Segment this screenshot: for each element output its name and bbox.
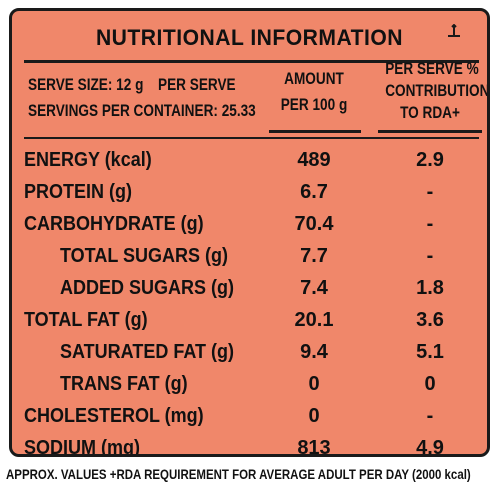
nutrition-panel: NUTRITIONAL INFORMATION SERVE SIZE: 12 g… [9, 8, 490, 457]
rda-contribution: - [426, 245, 434, 267]
amount-per-100g: 489 [297, 149, 331, 171]
nutrient-name: SATURATED FAT (g) [60, 341, 234, 363]
rda-contribution: - [426, 213, 434, 235]
nutrient-name: ADDED SUGARS (g) [60, 277, 235, 299]
amount-per-100g: 7.7 [300, 245, 328, 267]
nutrient-row: CARBOHYDRATE (g) 70.4 - [12, 209, 487, 241]
nutrient-name: ENERGY (kcal) [24, 149, 152, 171]
nutrient-name: TOTAL SUGARS (g) [60, 245, 229, 267]
nutrient-name: CARBOHYDRATE (g) [24, 213, 204, 235]
rda-header-1: PER SERVE % [385, 59, 479, 78]
nutrient-name: CHOLESTEROL (mg) [24, 405, 204, 427]
amount-per-100g: 70.4 [294, 213, 334, 235]
nutrient-row: PROTEIN (g) 6.7 - [12, 177, 487, 209]
header-divider [24, 137, 479, 139]
nutrient-row: SATURATED FAT (g) 9.4 5.1 [12, 337, 487, 369]
servings-label: SERVINGS PER CONTAINER: 25.33 [28, 101, 256, 120]
per-serve-label: PER SERVE [158, 75, 236, 94]
amount-header-1: AMOUNT [284, 69, 344, 88]
rda-header-3: TO RDA+ [400, 103, 460, 122]
rda-contribution: 2.9 [416, 149, 444, 171]
rda-contribution: 0 [424, 373, 436, 395]
approx-marker-icon [448, 24, 460, 37]
nutrient-row: TOTAL FAT (g) 20.1 3.6 [12, 305, 487, 337]
nutrient-row: ENERGY (kcal) 489 2.9 [12, 145, 487, 177]
amount-per-100g: 813 [297, 437, 331, 457]
rda-contribution: - [426, 181, 434, 203]
nutrient-name: TRANS FAT (g) [60, 373, 188, 395]
nutrient-row: TOTAL SUGARS (g) 7.7 - [12, 241, 487, 273]
footnote: APPROX. VALUES +RDA REQUIREMENT FOR AVER… [6, 466, 471, 482]
nutrient-name: TOTAL FAT (g) [24, 309, 148, 331]
amount-per-100g: 20.1 [294, 309, 334, 331]
amount-per-100g: 9.4 [300, 341, 328, 363]
rda-contribution: 5.1 [416, 341, 444, 363]
rda-header-underline [378, 130, 482, 133]
amount-per-100g: 7.4 [300, 277, 328, 299]
rda-contribution: 1.8 [416, 277, 444, 299]
nutrient-name: PROTEIN (g) [24, 181, 132, 203]
title-divider [24, 60, 479, 63]
amount-per-100g: 6.7 [300, 181, 328, 203]
rda-contribution: 4.9 [416, 437, 444, 457]
rda-header-2: CONTRIBUTION [385, 81, 490, 100]
serve-size-label: SERVE SIZE: 12 g [28, 75, 144, 94]
amount-per-100g: 0 [308, 405, 320, 427]
nutrient-row: SODIUM (mg) 813 4.9 [12, 433, 487, 457]
nutrient-name: SODIUM (mg) [24, 437, 141, 457]
nutrient-row: ADDED SUGARS (g) 7.4 1.8 [12, 273, 487, 305]
amount-per-100g: 0 [308, 373, 320, 395]
rda-contribution: 3.6 [416, 309, 444, 331]
rda-contribution: - [426, 405, 434, 427]
amount-header-2: PER 100 g [280, 95, 348, 114]
nutrient-row: TRANS FAT (g) 0 0 [12, 369, 487, 401]
nutrient-row: CHOLESTEROL (mg) 0 - [12, 401, 487, 433]
amount-header-underline [269, 130, 361, 133]
panel-title: NUTRITIONAL INFORMATION [95, 25, 404, 50]
